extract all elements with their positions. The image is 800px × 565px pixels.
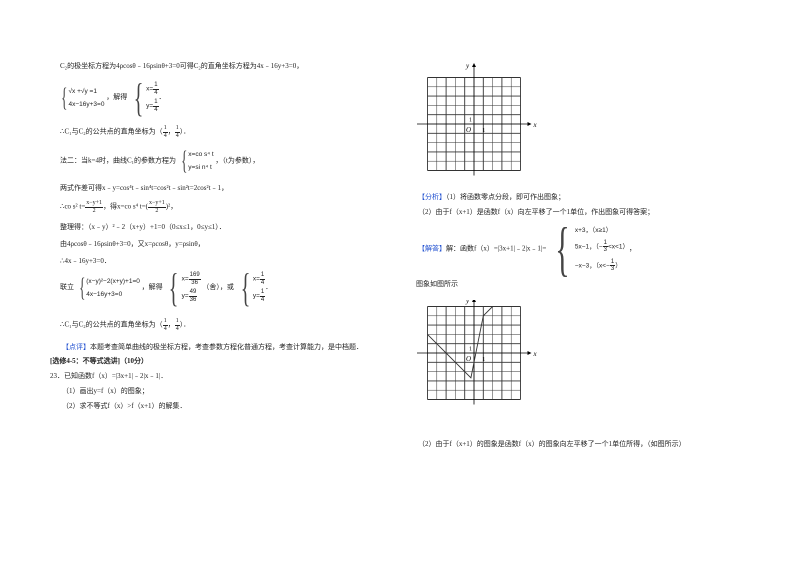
analysis-line: （2）由于f（x+1）是函数f（x）向左平移了一个1单位，作出图象可得答案； xyxy=(418,208,655,216)
x-axis-label: x xyxy=(533,121,538,129)
question-23: 23．已知函数f（x）=|3x+1|﹣2|x﹣1|． xyxy=(50,372,168,380)
y-tick-label: 1 xyxy=(469,118,472,124)
equation-system-2: 联立 {(x−y)²−2(x+y)+1=0 4x−16y+3=0 ，解得 { x=… xyxy=(60,264,273,310)
function-curve xyxy=(427,306,493,379)
question-part-1: （1）画出y=f（x）的图象； xyxy=(62,387,149,395)
y-axis-label: y xyxy=(465,62,470,70)
coordinate-grid-blank: x y O 1 1 xyxy=(417,62,538,176)
origin-label: O xyxy=(466,355,471,363)
section-heading: [选修4-5：不等式选讲]（10分） xyxy=(50,357,148,365)
text-line: ∴C₁与C₂的公共点的直角坐标为（ 1 4， 1 4 ）． xyxy=(60,318,191,332)
text-line: 法二：当k=4时，曲线C₁的参数方程为 {x=co s⁴ t y=si n⁴ t … xyxy=(60,146,260,175)
y-axis-arrow-icon xyxy=(472,63,476,67)
x-axis-arrow-icon xyxy=(527,351,532,355)
analysis-line: 【分析】（1）将函数零点分段，即可作出图象； xyxy=(418,193,565,201)
solution-line: 【解答】解：函数f（x）=|3x+1|﹣2|x﹣1|= { x+3，（x≥1） … xyxy=(418,216,636,282)
question-part-2: （2）求不等式f（x）>f（x+1）的解集． xyxy=(62,402,187,410)
text-line: （2）由于f（x+1）的图象是函数f（x）的图象向左平移了一个1单位所得，（如图… xyxy=(418,440,686,448)
y-axis-label: y xyxy=(465,300,470,305)
x-axis-arrow-icon xyxy=(527,122,532,126)
text-line: 两式作差可得x﹣y=cos⁴t﹣sin⁴t=cos²t﹣sin²t=2cos²t… xyxy=(60,184,229,192)
text-line: ∴C₁与C₂的公共点的直角坐标为（ 1 4， 1 4 ）． xyxy=(60,125,191,139)
y-axis-arrow-icon xyxy=(472,300,476,302)
x-tick-label: 1 xyxy=(482,128,485,134)
origin-label: O xyxy=(466,126,471,134)
x-axis-label: x xyxy=(533,350,538,358)
equation-system-1: {√x +√y =1 4x−16y+3=0 ，解得 { x= 1 4 y= 1 4 ． xyxy=(61,74,166,120)
x-tick-label: 1 xyxy=(482,357,485,363)
text-line: 图象如图所示 xyxy=(416,280,458,288)
comment-line: 【点评】本题考查简单曲线的极坐标方程，考查参数方程化普通方程，考查计算能力，是中… xyxy=(62,343,363,351)
text-line: ∴4x﹣16y+3=0． xyxy=(60,257,111,265)
function-graph: x y O 1 1 xyxy=(417,300,538,405)
text-line: ∴co s² t= x−y+1 2 ，得x=co s⁴ t=(x−y+1 2)²， xyxy=(60,200,178,214)
text-line: C₂的极坐标方程为4ρcosθ﹣16ρsinθ+3=0可得C₂的直角坐标方程为4… xyxy=(60,62,304,70)
y-tick-label: 1 xyxy=(469,347,472,353)
text-line: 整理得：（x﹣y）²﹣2（x+y）+1=0（0≤x≤1，0≤y≤1）． xyxy=(60,223,226,231)
text-line: 由4ρcosθ﹣16ρsinθ+3=0，又x=ρcosθ，y=ρsinθ， xyxy=(60,240,205,248)
